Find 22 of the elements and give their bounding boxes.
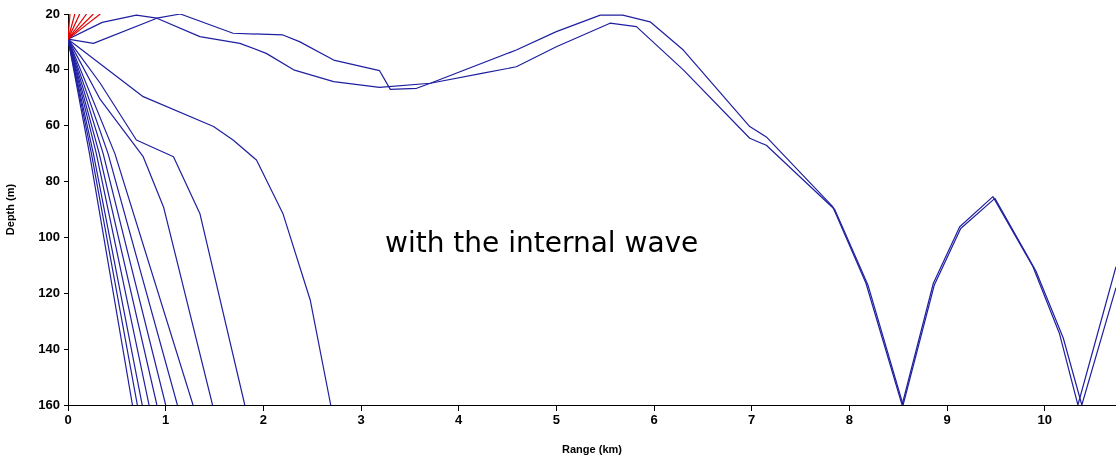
x-tick-label: 2 xyxy=(259,412,267,428)
y-tick-label: 40 xyxy=(45,61,60,77)
x-tick-label: 6 xyxy=(650,412,658,428)
x-tick-label: 10 xyxy=(1037,412,1052,428)
x-tick-label: 8 xyxy=(845,412,853,428)
y-tick-label: 60 xyxy=(45,117,60,133)
y-tick-label: 20 xyxy=(45,5,60,21)
x-tick-label: 0 xyxy=(64,412,72,428)
annotation: with the internal wave xyxy=(385,226,699,259)
y-tick-label: 160 xyxy=(38,396,60,412)
x-tick-label: 9 xyxy=(943,412,951,428)
y-tick-label: 120 xyxy=(38,284,60,300)
y-tick-label: 80 xyxy=(45,173,60,189)
x-axis-title: Range (km) xyxy=(562,443,623,456)
y-axis-title: Depth (m) xyxy=(3,183,16,236)
x-tick-label: 3 xyxy=(357,412,365,428)
x-tick-label: 1 xyxy=(162,412,170,428)
x-tick-label: 5 xyxy=(552,412,560,428)
y-tick-label: 100 xyxy=(38,229,60,245)
x-tick-label: 4 xyxy=(455,412,464,428)
y-tick-label: 140 xyxy=(38,340,60,356)
x-tick-label: 7 xyxy=(748,412,756,428)
